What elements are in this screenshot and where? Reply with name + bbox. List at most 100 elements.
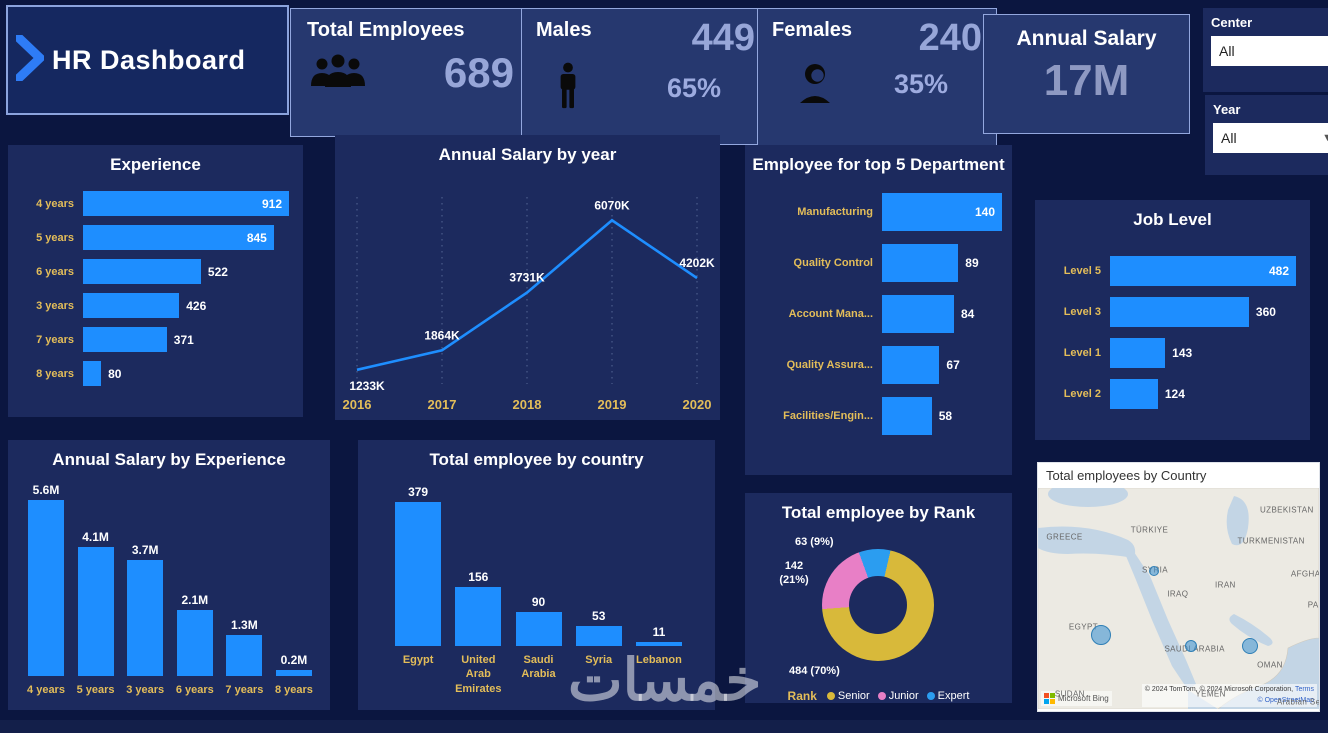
donut-hole [849, 576, 907, 634]
bar-stack: 379 [395, 478, 442, 646]
bar-track: 426 [83, 293, 289, 318]
bar-6-years[interactable] [83, 259, 201, 284]
category-label: Level 5 [1063, 265, 1101, 277]
bar-column: 11 Lebanon [629, 478, 689, 696]
bar-5-years[interactable] [77, 547, 114, 676]
chart-body: Manufacturing 140 Quality Control 89 Account… [745, 179, 1012, 435]
legend-item-junior[interactable]: Junior [877, 690, 919, 702]
salary-line[interactable] [356, 218, 698, 372]
chart-title: Total employee by country [429, 450, 644, 469]
bar-egypt[interactable] [395, 502, 442, 646]
chart-body: 1233K 1864K 3731K 6070K 4202K 2016 2017 2018 201… [335, 169, 720, 426]
bar-level-5[interactable]: 482 [1110, 256, 1296, 286]
page-title: HR Dashboard [52, 44, 246, 75]
legend-label: Expert [937, 690, 970, 702]
legend-item-expert[interactable]: Expert [926, 690, 970, 702]
center-filter: Center All ▼ [1203, 8, 1328, 92]
bar-4-years[interactable] [28, 500, 64, 676]
annual-salary-by-year-panel: Annual Salary by year 1233K 1864K 3731K 607… [335, 135, 720, 420]
category-label: Lebanon [635, 654, 682, 666]
map-data-bubble[interactable] [1149, 565, 1160, 576]
bar-3-years[interactable] [83, 293, 180, 318]
map-data-bubble[interactable] [1241, 637, 1258, 654]
bar-level-2[interactable] [1110, 379, 1158, 409]
map-country-label: AFGHANI [1290, 569, 1319, 579]
rank-legend: Rank Senior Junior Expert [745, 689, 1012, 703]
map-terms-link[interactable]: Terms [1294, 686, 1314, 693]
center-filter-dropdown[interactable]: All ▼ [1211, 36, 1328, 66]
category-label: 3 years [126, 684, 165, 696]
bar-level-3[interactable] [1110, 297, 1249, 327]
kpi-card-males: Males 449 65% [521, 8, 770, 145]
category-label: Level 2 [1063, 388, 1101, 400]
bar-level-1[interactable] [1110, 338, 1166, 368]
map-country-label: OMAN [1257, 660, 1283, 670]
value-label: 360 [1255, 305, 1276, 319]
chart-title: Job Level [1133, 210, 1212, 229]
microsoft-logo-icon [1044, 693, 1055, 704]
category-label: Egypt [402, 654, 434, 666]
chevron-right-icon [12, 31, 47, 86]
category-label: 5 years [76, 684, 115, 696]
bar-account-mana-[interactable] [882, 295, 954, 333]
rank-donut-chart[interactable] [822, 549, 934, 661]
bar-row: Account Mana... 84 [749, 295, 1002, 333]
chart-title: Employee for top 5 Department [752, 155, 1005, 174]
bar-stack: 156 [455, 478, 502, 646]
female-icon [792, 61, 838, 108]
map-country-label: IRAQ [1167, 589, 1189, 599]
legend-label: Senior [837, 690, 870, 702]
bar-lebanon[interactable] [635, 641, 682, 646]
chart-body: 379 Egypt 156 United Arab Emirates 90 Saudi A… [358, 474, 715, 696]
bar-column: 90 Saudi Arabia [508, 478, 568, 696]
bar-facilities-engin-[interactable] [882, 397, 932, 435]
experience-chart-panel: Experience 4 years 912 5 years 845 6 years 52… [8, 145, 303, 417]
bar-3-years[interactable] [127, 559, 164, 676]
map-country-label: TURKMENISTAN [1237, 536, 1305, 546]
category-label: 7 years [36, 333, 74, 346]
bar-4-years[interactable]: 912 [83, 191, 289, 216]
map-data-bubble[interactable] [1184, 639, 1197, 652]
provider-label: Microsoft Bing [1058, 694, 1109, 703]
bar-7-years[interactable] [226, 635, 263, 676]
bar-8-years[interactable] [83, 361, 102, 386]
legend-item-senior[interactable]: Senior [826, 690, 870, 702]
bar-5-years[interactable]: 845 [83, 225, 274, 250]
bar-stack: 11 [635, 478, 682, 646]
value-label: 3.7M [131, 542, 159, 557]
bar-track: 58 [882, 397, 1002, 435]
bar-8-years[interactable] [275, 669, 312, 676]
map-data-bubble[interactable] [1090, 624, 1111, 645]
watermark: خمسات [568, 648, 762, 713]
bar-column: 4.1M 5 years [74, 476, 118, 697]
bar-row: 7 years 371 [18, 327, 289, 352]
bar-7-years[interactable] [83, 327, 167, 352]
legend-dot [877, 692, 886, 700]
bar-row: Level 1 143 [1043, 338, 1296, 368]
map-copyright: © 2024 TomTom, © 2024 Microsoft Corporat… [1144, 686, 1294, 693]
value-label: 0.2M [280, 652, 308, 667]
data-label: 1864K [424, 328, 460, 342]
bar-united-arab-emirates[interactable] [455, 586, 502, 646]
bar-row: Quality Control 89 [749, 244, 1002, 282]
filter-label: Center [1211, 15, 1253, 30]
legend-dot [926, 692, 935, 700]
kpi-value: 689 [443, 49, 514, 96]
bar-track: 482 [1110, 256, 1296, 286]
people-icon [309, 53, 367, 94]
year-filter-dropdown[interactable]: All ▼ [1213, 123, 1328, 153]
x-axis-label: 2018 [513, 397, 542, 412]
bar-saudi-arabia[interactable] [515, 611, 562, 646]
map-country-label: YEMEN [1195, 689, 1226, 699]
bar-6-years[interactable] [176, 610, 213, 676]
category-label: 3 years [36, 299, 74, 312]
map-area[interactable]: © 2024 TomTom, © 2024 Microsoft Corporat… [1038, 488, 1319, 709]
year-filter: Year All ▼ [1205, 95, 1328, 175]
bar-quality-assura-[interactable] [882, 346, 940, 384]
value-label: 426 [186, 298, 207, 313]
bar-syria[interactable] [575, 625, 622, 646]
bing-logo: Microsoft Bing [1041, 691, 1112, 706]
bar-track: 912 [83, 191, 289, 216]
bar-manufacturing[interactable]: 140 [882, 193, 1002, 231]
bar-quality-control[interactable] [882, 244, 959, 282]
